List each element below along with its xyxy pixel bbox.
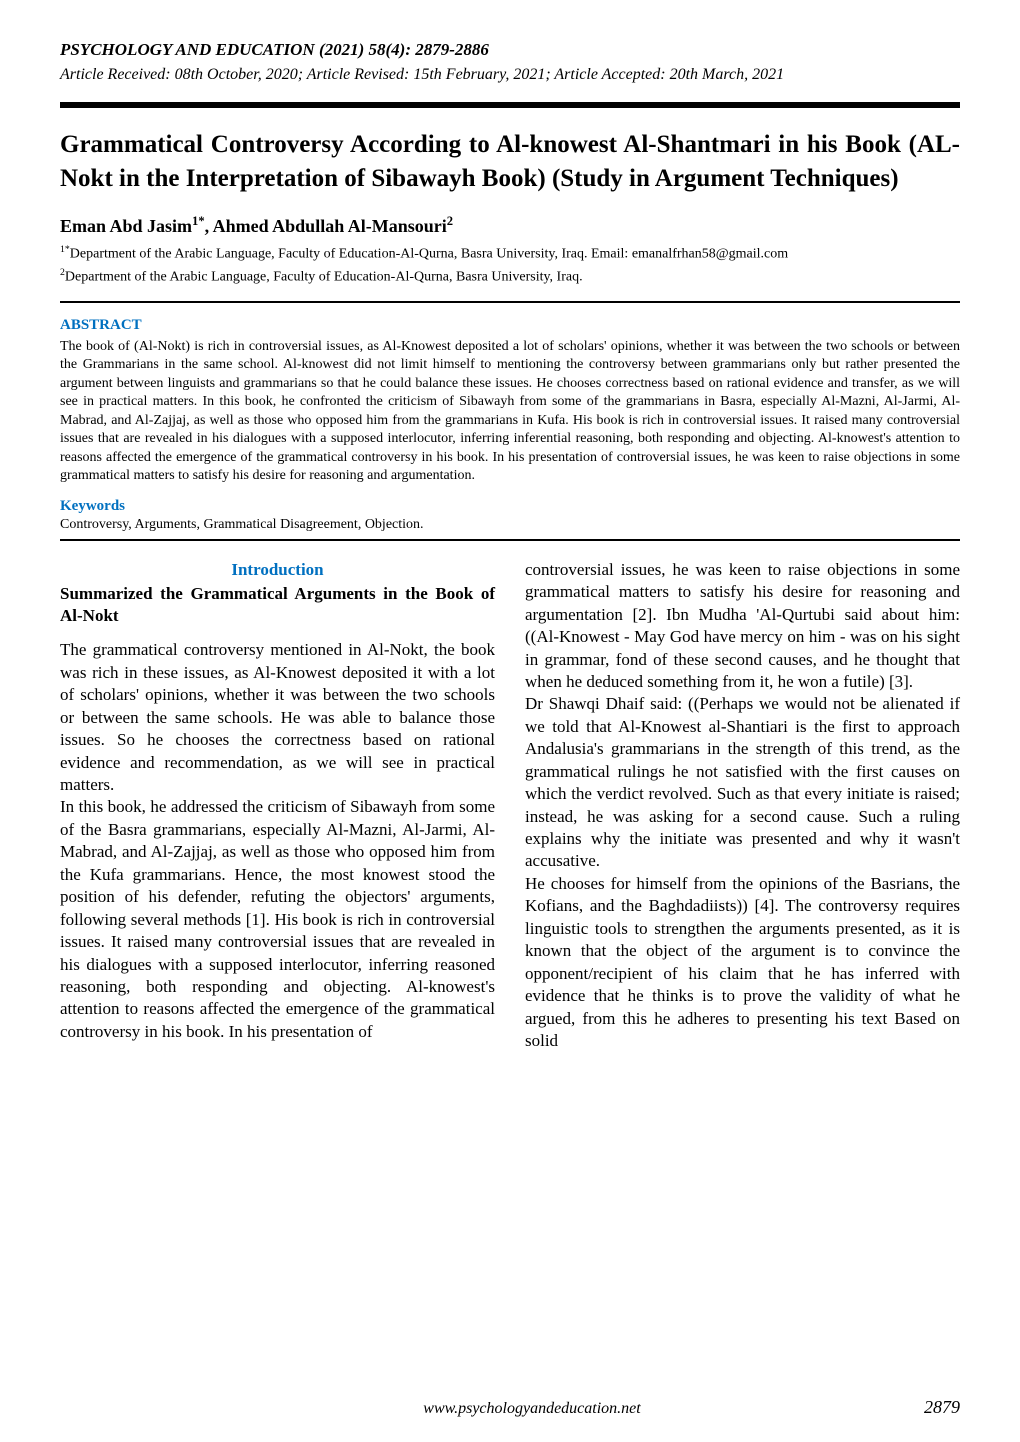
abstract-heading: ABSTRACT xyxy=(60,317,960,334)
page-number: 2879 xyxy=(924,1397,960,1418)
divider-under-keywords xyxy=(60,539,960,541)
body-paragraph: Dr Shawqi Dhaif said: ((Perhaps we would… xyxy=(525,693,960,873)
affiliation-2: 2Department of the Arabic Language, Facu… xyxy=(60,266,960,287)
keywords-heading: Keywords xyxy=(60,498,960,515)
introduction-heading: Introduction xyxy=(60,559,495,581)
right-column: controversial issues, he was keen to rai… xyxy=(525,559,960,1053)
divider-under-authors xyxy=(60,301,960,303)
article-dates: Article Received: 08th October, 2020; Ar… xyxy=(60,66,960,84)
body-paragraph: In this book, he addressed the criticism… xyxy=(60,796,495,1043)
body-paragraph: controversial issues, he was keen to rai… xyxy=(525,559,960,694)
section-heading: Summarized the Grammatical Arguments in … xyxy=(60,583,495,627)
journal-header: PSYCHOLOGY AND EDUCATION (2021) 58(4): 2… xyxy=(60,40,960,60)
two-column-body: Introduction Summarized the Grammatical … xyxy=(60,559,960,1053)
body-paragraph: He chooses for himself from the opinions… xyxy=(525,873,960,1053)
keywords-text: Controversy, Arguments, Grammatical Disa… xyxy=(60,517,960,533)
divider-thick-top xyxy=(60,102,960,108)
left-column: Introduction Summarized the Grammatical … xyxy=(60,559,495,1053)
abstract-text: The book of (Al-Nokt) is rich in controv… xyxy=(60,338,960,486)
authors-line: Eman Abd Jasim1*, Ahmed Abdullah Al-Mans… xyxy=(60,214,960,237)
body-paragraph: The grammatical controversy mentioned in… xyxy=(60,639,495,796)
footer-url: www.psychologyandeducation.net xyxy=(140,1400,924,1418)
article-title: Grammatical Controversy According to Al-… xyxy=(60,128,960,196)
page-footer: www.psychologyandeducation.net 2879 xyxy=(60,1397,960,1418)
affiliation-1: 1*Department of the Arabic Language, Fac… xyxy=(60,243,960,264)
